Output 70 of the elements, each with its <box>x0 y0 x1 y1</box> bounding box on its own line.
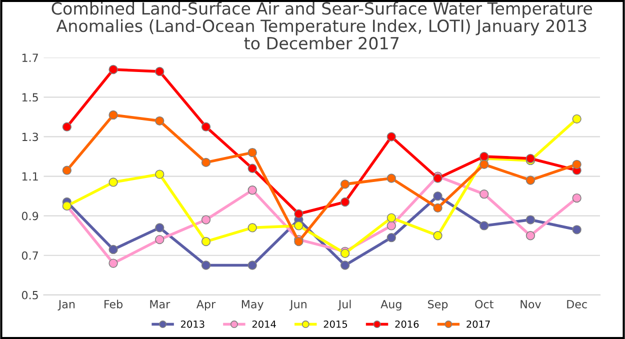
x-tick-label: Dec <box>567 300 587 308</box>
point <box>155 234 164 244</box>
chart-title: Combined Land-Surface Air and Sear-Surface Water Temperature Anomalies (Land-Ocean Temperature Index, LOTI) January 2013 to December 2017 <box>52 2 592 50</box>
point <box>62 122 72 132</box>
point <box>572 193 582 203</box>
point <box>248 260 257 270</box>
y-tick-label: 1.5 <box>22 93 38 102</box>
x-tick-label: May <box>242 300 264 311</box>
point <box>248 164 257 173</box>
point <box>294 221 304 230</box>
point <box>201 122 211 132</box>
point <box>108 244 118 254</box>
point <box>201 236 211 246</box>
y-tick-label: 0.9 <box>22 212 38 220</box>
point <box>108 64 118 74</box>
point <box>386 174 396 183</box>
point <box>480 189 489 199</box>
point <box>155 116 164 126</box>
point <box>340 197 350 207</box>
legend-label: 2017 <box>466 320 490 328</box>
x-tick-label: Aug <box>380 300 402 311</box>
x-tick-label: Mar <box>150 300 170 308</box>
point <box>480 160 489 169</box>
point <box>386 132 396 142</box>
y-tick-label: 1.7 <box>22 54 38 62</box>
point <box>386 221 396 230</box>
point <box>201 158 211 168</box>
point <box>433 191 442 201</box>
point <box>386 213 396 222</box>
y-tick-label: 0.7 <box>22 251 38 260</box>
point <box>294 209 304 218</box>
point <box>572 160 582 169</box>
point <box>572 114 582 124</box>
x-tick-label: Apr <box>196 300 216 311</box>
legend-label: 2015 <box>324 320 348 328</box>
y-tick-label: 0.5 <box>22 290 38 300</box>
legend-label: 2014 <box>252 320 276 328</box>
point <box>155 66 164 76</box>
point <box>108 178 118 187</box>
point <box>201 260 211 270</box>
point <box>433 203 442 213</box>
point <box>572 225 582 234</box>
point <box>201 215 211 224</box>
point <box>108 110 118 120</box>
x-tick-label: Jun <box>289 300 306 310</box>
point <box>526 176 536 185</box>
point <box>386 232 396 242</box>
point <box>248 223 257 232</box>
point <box>526 215 536 224</box>
x-tick-label: Jan <box>58 300 75 310</box>
legend-label: 2016 <box>395 320 419 328</box>
y-tick-label: 1.1 <box>22 172 38 180</box>
point <box>340 180 350 189</box>
point <box>248 186 257 195</box>
x-tick-label: Oct <box>475 300 494 308</box>
x-tick-label: Nov <box>520 300 541 308</box>
point <box>62 166 72 175</box>
point <box>433 231 442 240</box>
point <box>340 260 350 270</box>
x-tick-label: Sep <box>428 300 448 311</box>
point <box>108 258 118 268</box>
y-tick-label: 1.3 <box>22 132 38 142</box>
point <box>155 223 164 232</box>
x-tick-label: Feb <box>104 300 123 308</box>
legend-label: 2013 <box>181 320 204 328</box>
x-tick-label: Jul <box>338 300 351 310</box>
point <box>526 231 536 240</box>
point <box>480 221 489 230</box>
point <box>155 170 164 179</box>
point <box>248 148 257 158</box>
